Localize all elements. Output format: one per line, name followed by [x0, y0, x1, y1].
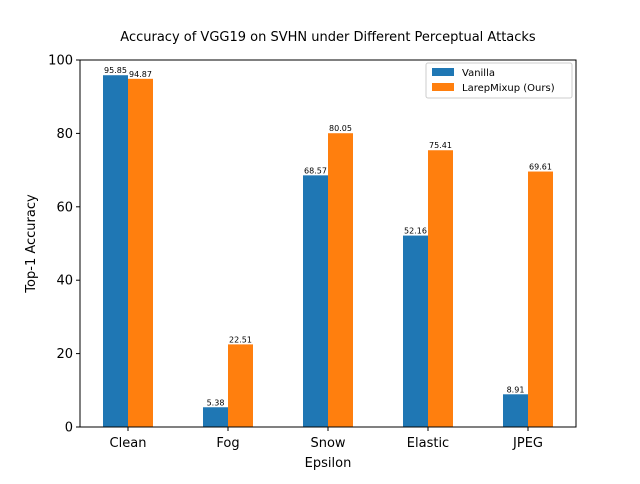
bar-elastic-vanilla — [403, 235, 428, 427]
data-label-elastic-vanilla: 52.16 — [404, 227, 427, 236]
y-tick-label: 100 — [48, 54, 73, 69]
y-tick-label: 20 — [56, 347, 73, 362]
legend: Vanilla LarepMixup (Ours) — [425, 62, 573, 99]
bar-snow-vanilla — [303, 175, 328, 427]
data-label-fog-larepmixup: 22.51 — [229, 335, 252, 344]
bar-clean-vanilla — [103, 75, 128, 427]
y-tick-label: 80 — [56, 127, 73, 142]
bar-jpeg-larepmixup — [528, 171, 553, 427]
data-label-clean-vanilla: 95.85 — [104, 66, 127, 75]
data-label-clean-larepmixup: 94.87 — [129, 70, 152, 79]
data-label-snow-larepmixup: 80.05 — [329, 124, 352, 133]
x-tick-label-elastic: Elastic — [407, 436, 449, 451]
bar-snow-larepmixup — [328, 133, 353, 428]
chart-title: Accuracy of VGG19 on SVHN under Differen… — [120, 30, 536, 45]
y-tick-label: 60 — [56, 200, 73, 215]
x-tick-label-clean: Clean — [110, 436, 147, 451]
bar-fog-larepmixup — [228, 344, 253, 427]
x-axis: Clean Fog Snow Elastic JPEG — [110, 427, 543, 451]
legend-label-larepmixup: LarepMixup (Ours) — [462, 83, 555, 94]
legend-swatch-larepmixup — [432, 83, 454, 91]
x-tick-label-fog: Fog — [216, 436, 239, 451]
data-labels-layer: 95.85 94.87 5.38 22.51 68.57 80.05 52.16 75.41 8… — [104, 66, 552, 407]
y-axis: 0 20 40 60 80 100 — [48, 54, 80, 436]
data-label-snow-vanilla: 68.57 — [304, 166, 327, 175]
bars-layer — [103, 75, 553, 428]
data-label-fog-vanilla: 5.38 — [207, 398, 225, 407]
x-tick-label-jpeg: JPEG — [512, 436, 543, 451]
y-tick-label: 0 — [65, 421, 73, 436]
legend-label-vanilla: Vanilla — [462, 68, 495, 79]
bar-clean-larepmixup — [128, 78, 153, 428]
data-label-jpeg-vanilla: 8.91 — [507, 385, 525, 394]
x-axis-label: Epsilon — [305, 456, 352, 471]
legend-swatch-vanilla — [432, 68, 454, 76]
data-label-jpeg-larepmixup: 69.61 — [529, 163, 552, 172]
legend-box — [425, 62, 573, 99]
bar-jpeg-vanilla — [503, 394, 528, 427]
y-axis-label: Top-1 Accuracy — [24, 194, 39, 294]
x-tick-label-snow: Snow — [310, 436, 345, 451]
bar-fog-vanilla — [203, 407, 228, 427]
bar-elastic-larepmixup — [428, 150, 453, 427]
data-label-elastic-larepmixup: 75.41 — [429, 141, 452, 150]
y-tick-label: 40 — [56, 274, 73, 289]
